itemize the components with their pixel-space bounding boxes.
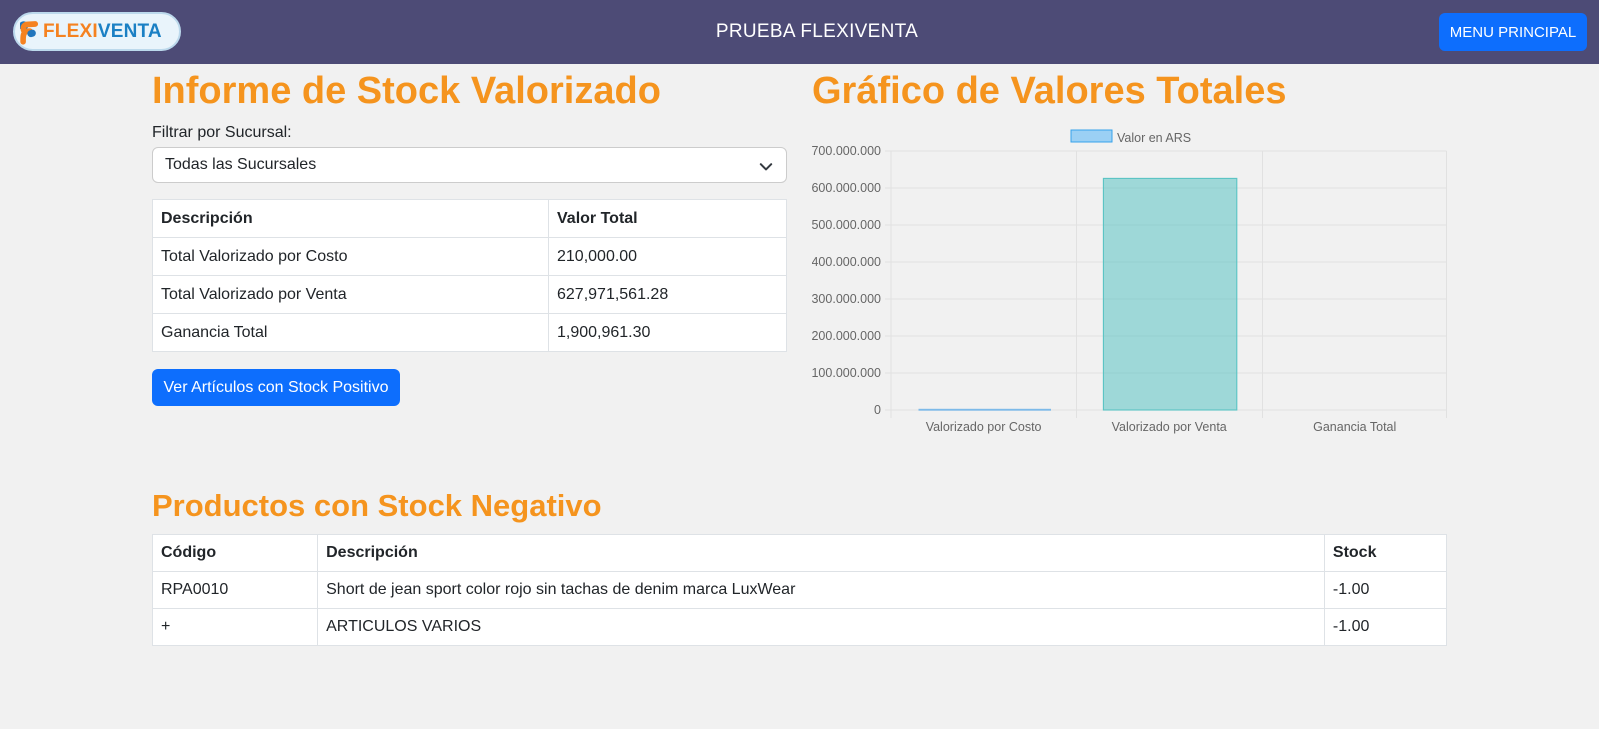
- svg-text:Valor en ARS: Valor en ARS: [1117, 131, 1191, 145]
- svg-text:600.000.000: 600.000.000: [812, 181, 881, 195]
- svg-text:Ganancia Total: Ganancia Total: [1313, 420, 1396, 434]
- svg-text:400.000.000: 400.000.000: [812, 255, 881, 269]
- svg-text:300.000.000: 300.000.000: [812, 292, 881, 306]
- svg-text:700.000.000: 700.000.000: [812, 144, 881, 158]
- svg-text:0: 0: [874, 403, 881, 417]
- svg-text:Valorizado por Venta: Valorizado por Venta: [1112, 420, 1227, 434]
- svg-text:500.000.000: 500.000.000: [812, 218, 881, 232]
- svg-text:Valorizado por Costo: Valorizado por Costo: [926, 420, 1042, 434]
- svg-text:200.000.000: 200.000.000: [812, 329, 881, 343]
- svg-text:100.000.000: 100.000.000: [812, 366, 881, 380]
